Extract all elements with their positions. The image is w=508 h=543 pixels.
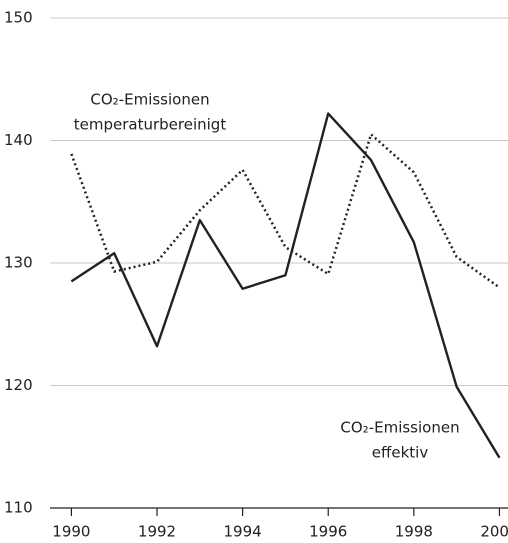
x-tick-label: 1998 <box>395 523 433 541</box>
x-tick-label: 1994 <box>224 523 262 541</box>
y-tick-label: 120 <box>4 376 33 394</box>
x-tick-label: 1990 <box>52 523 90 541</box>
annotation: temperaturbereinigt <box>74 116 227 134</box>
x-tick-label: 1992 <box>138 523 176 541</box>
x-tick-label: 1996 <box>309 523 347 541</box>
y-tick-label: 110 <box>4 499 33 517</box>
series-line <box>70 112 501 459</box>
y-tick-label: 130 <box>4 254 33 272</box>
y-tick-label: 140 <box>4 131 33 149</box>
x-tick-label: 2000 <box>480 523 508 541</box>
annotation: CO₂-Emissionen <box>340 419 459 437</box>
y-tick-label: 150 <box>4 9 33 27</box>
series-line <box>70 133 501 289</box>
annotation: effektiv <box>372 444 429 462</box>
annotation: CO₂-Emissionen <box>90 91 209 109</box>
